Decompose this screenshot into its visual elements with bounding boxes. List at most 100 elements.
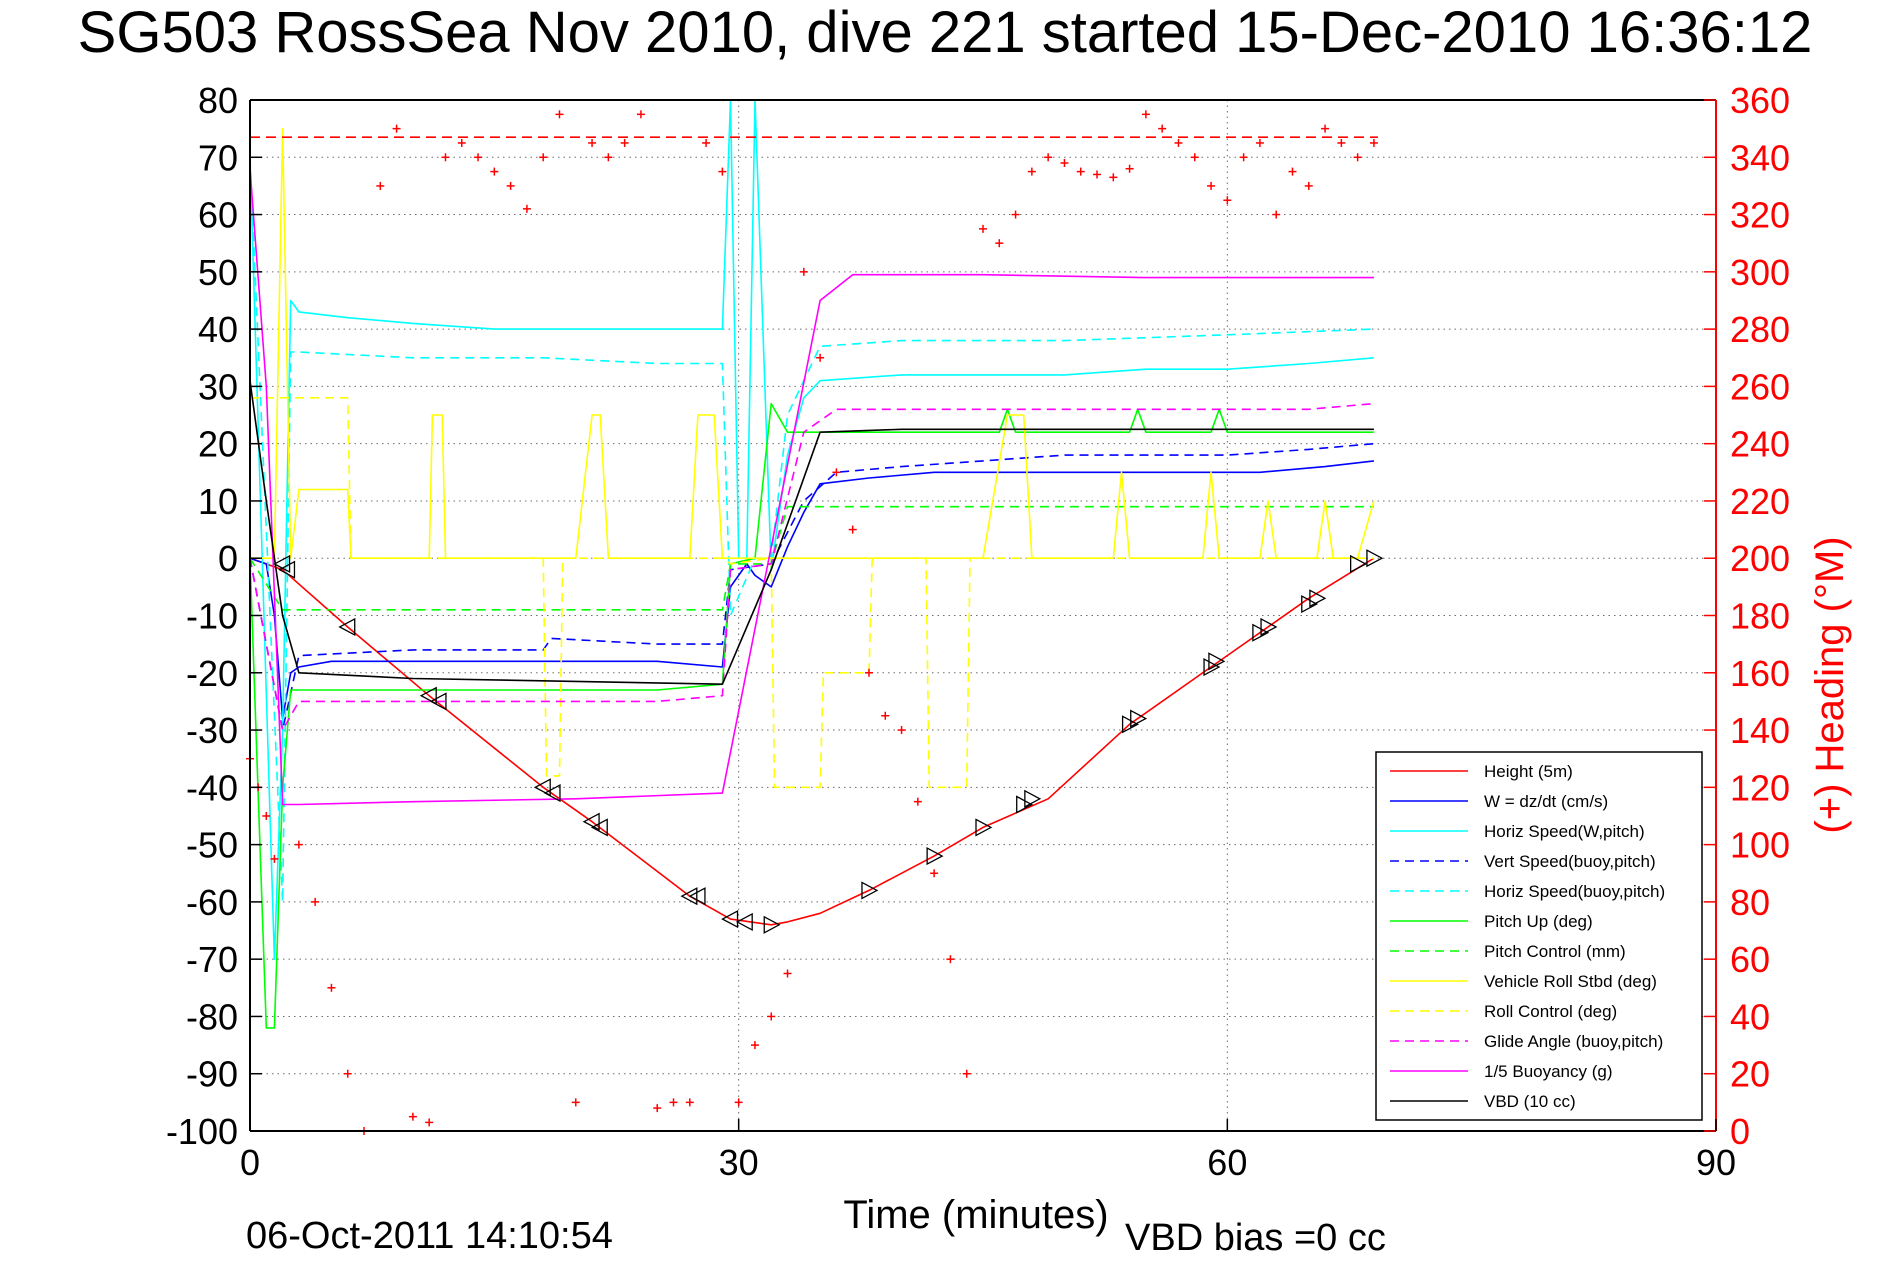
y-tick-label: 10: [198, 481, 238, 522]
legend-entry: Glide Angle (buoy,pitch): [1484, 1032, 1663, 1051]
heading-point: [995, 239, 1004, 248]
heading-point: [294, 840, 303, 849]
x-tick-label: 0: [240, 1142, 260, 1183]
y-tick-label: 20: [198, 424, 238, 465]
y2-tick-label: 160: [1730, 653, 1790, 694]
heading-point: [897, 726, 906, 735]
y2-tick-label: 40: [1730, 996, 1770, 1037]
heading-point: [571, 1098, 580, 1107]
heading-point: [636, 110, 645, 119]
legend: Height (5m) W = dz/dt (cm/s) Horiz Speed(W…: [1375, 751, 1703, 1121]
height-marker: [1309, 589, 1327, 608]
y-tick-label: 80: [198, 80, 238, 121]
heading-point: [1093, 170, 1102, 179]
heading-point: [1207, 181, 1216, 190]
y-tick-label: 0: [218, 538, 238, 579]
height-marker: [278, 560, 296, 579]
heading-point: [718, 167, 727, 176]
series-line-1: [249, 460, 1374, 720]
heading-point: [1304, 181, 1313, 190]
heading-point: [734, 1098, 743, 1107]
y-tick-label: -100: [166, 1111, 238, 1152]
legend-entry: Pitch Up (deg): [1484, 912, 1593, 931]
heading-point: [604, 153, 613, 162]
x-tick-labels: 0 30 60 90: [240, 1142, 1736, 1183]
heading-point: [832, 468, 841, 477]
heading-point: [457, 138, 466, 147]
series-line-5: [249, 402, 1374, 1029]
y2-tick-label: 320: [1730, 195, 1790, 236]
height-marker: [680, 887, 698, 906]
y-tick-label: -60: [186, 882, 238, 923]
y2-tick-label: 280: [1730, 309, 1790, 350]
heading-point: [311, 897, 320, 906]
y2-tick-label: 120: [1730, 767, 1790, 808]
y-tick-label: -50: [186, 825, 238, 866]
heading-point: [490, 167, 499, 176]
heading-point: [669, 1098, 678, 1107]
height-marker: [582, 812, 600, 831]
y-tick-label: -90: [186, 1054, 238, 1095]
height-marker: [1260, 617, 1278, 637]
y-tick-label: -40: [186, 767, 238, 808]
x-tick-label: 60: [1207, 1142, 1247, 1183]
y2-tick-label: 300: [1730, 252, 1790, 293]
footer-vbd-bias: VBD bias =0 cc: [1125, 1217, 1386, 1259]
heading-point: [1158, 124, 1167, 133]
heading-point: [270, 854, 279, 863]
heading-point: [262, 811, 271, 820]
heading-point: [767, 1012, 776, 1021]
heading-point: [979, 224, 987, 233]
heading-point: [555, 110, 564, 119]
height-marker: [338, 617, 356, 637]
heading-point: [816, 353, 825, 362]
heading-point: [1272, 210, 1281, 219]
y-tick-label: 70: [198, 137, 238, 178]
y-tick-label: 60: [198, 195, 238, 236]
heading-point: [685, 1098, 694, 1107]
y-tick-label: -10: [186, 596, 238, 637]
y2-tick-label: 60: [1730, 939, 1770, 980]
height-marker: [861, 881, 879, 900]
height-marker: [763, 915, 781, 934]
legend-entry: Vehicle Roll Stbd (deg): [1484, 972, 1657, 991]
heading-point: [1044, 153, 1053, 162]
heading-point: [392, 124, 401, 133]
y2-tick-label: 20: [1730, 1054, 1770, 1095]
series-line-6: [249, 505, 1374, 611]
legend-entry: Vert Speed(buoy,pitch): [1484, 852, 1656, 871]
height-marker: [721, 909, 739, 929]
height-marker: [1024, 789, 1042, 808]
y-tick-label: -80: [186, 996, 238, 1037]
series-line-8: [250, 396, 1374, 789]
heading-point: [653, 1104, 662, 1113]
y2-tick-labels: 3603403203002802602402202001801601401201…: [1730, 80, 1790, 1152]
height-marker: [688, 887, 706, 906]
y-tick-label: 40: [198, 309, 238, 350]
y2-tick-label: 260: [1730, 366, 1790, 407]
footer-timestamp: 06-Oct-2011 14:10:54: [246, 1215, 613, 1257]
heading-point: [881, 711, 890, 720]
heading-point: [750, 1041, 759, 1050]
heading-point: [930, 869, 939, 878]
heading-point: [522, 204, 531, 213]
legend-entry: Height (5m): [1484, 762, 1573, 781]
y-tick-label: 30: [198, 366, 238, 407]
chart-title: SG503 RossSea Nov 2010, dive 221 started…: [78, 0, 1813, 65]
heading-point: [962, 1069, 971, 1078]
height-marker: [429, 692, 447, 711]
y-tick-label: -20: [186, 653, 238, 694]
y-tick-label: 50: [198, 252, 238, 293]
y-tick-labels: 80 70 60 50 40 30 20 10 0 -10 -20 -30 -40 -50 -60 -70 -8…: [166, 80, 238, 1152]
heading-point: [474, 153, 483, 162]
y2-tick-label: 220: [1730, 481, 1790, 522]
legend-entry: 1/5 Buoyancy (g): [1484, 1062, 1613, 1081]
series-layer: [249, 99, 1375, 1029]
heading-point: [1027, 167, 1036, 176]
y-tick-label: -70: [186, 939, 238, 980]
y2-tick-label: 140: [1730, 710, 1790, 751]
height-marker: [926, 846, 944, 866]
legend-entry: Horiz Speed(buoy,pitch): [1484, 882, 1665, 901]
legend-box: [1375, 751, 1703, 1121]
